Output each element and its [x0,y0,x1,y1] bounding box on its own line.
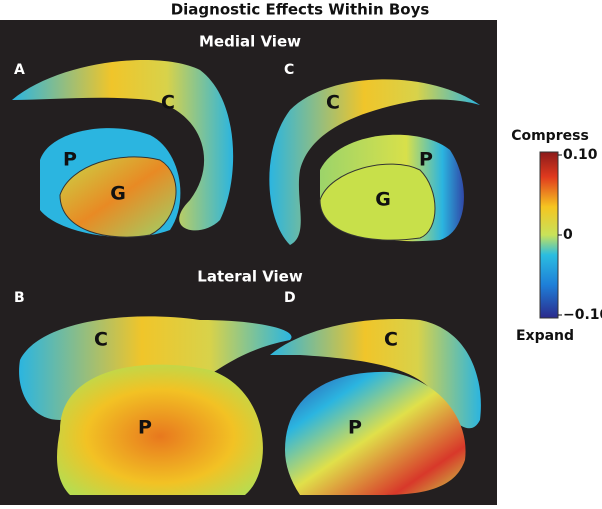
caudate-shape [270,319,481,429]
colorbar-top-label: Compress [511,128,589,144]
putamen-shape [57,364,263,495]
view-label: Lateral View [197,268,303,286]
colorbar [539,151,559,319]
region-label: P [63,149,77,171]
caudate-shape [12,60,234,231]
colorbar-tick-label: 0.10 [563,147,598,163]
region-label: C [94,329,108,351]
globus-shape [319,163,436,241]
panel-letter: C [284,62,294,78]
caudate-shape [269,79,480,246]
panel-letter: B [14,290,25,306]
globus-shape [59,156,177,238]
region-label: P [419,149,433,171]
figure-title: Diagnostic Effects Within Boys [171,1,430,19]
region-label: C [384,329,398,351]
colorbar-bottom-label: Expand [516,328,574,344]
region-label: P [348,417,362,439]
putamen-shape [285,371,466,495]
region-label: C [161,92,175,114]
region-label: C [326,92,340,114]
region-label: P [138,417,152,439]
panel-letter: A [14,62,25,78]
panel-letter: D [284,290,296,306]
region-label: G [375,189,391,211]
view-label: Medial View [199,33,301,51]
colorbar-tick-label: 0 [563,227,573,243]
region-label: G [110,183,126,205]
colorbar-tick-label: −0.10 [563,307,602,323]
